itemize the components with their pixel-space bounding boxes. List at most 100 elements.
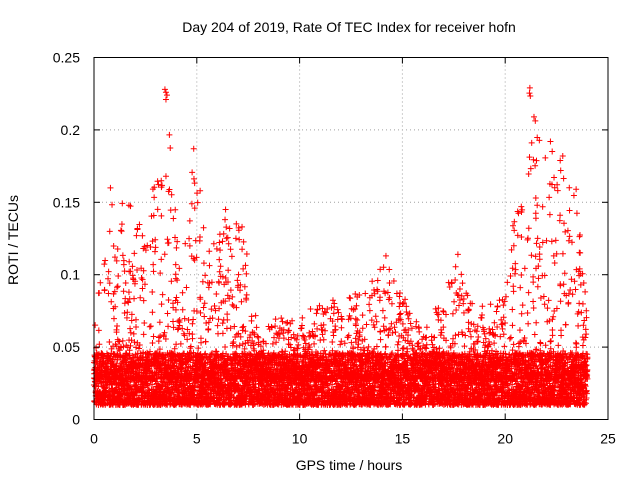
roti-point [377,336,384,343]
roti-point [147,323,154,330]
roti-point [186,235,193,242]
roti-point [352,322,359,329]
roti-point [228,253,235,260]
roti-point [158,256,165,263]
roti-point [110,315,117,322]
roti-point [105,268,112,275]
roti-point [165,296,172,303]
roti-point [137,294,144,301]
roti-point [239,327,246,334]
roti-point [191,180,198,187]
roti-point [101,261,108,268]
roti-point [311,340,318,347]
roti-point [125,289,132,296]
roti-point [92,322,99,329]
roti-point [347,295,354,302]
roti-point [211,302,218,309]
roti-point [339,316,346,323]
roti-point [144,242,151,249]
roti-point [330,310,337,317]
roti-point [172,261,179,268]
roti-point [363,321,370,328]
roti-point [353,302,360,309]
roti-point [172,206,179,213]
roti-point [224,311,231,318]
roti-point [105,290,112,297]
roti-point [216,239,223,246]
roti-point [147,244,154,251]
roti-point [146,323,153,330]
roti-point [225,267,232,274]
roti-point [149,289,156,296]
roti-point [179,306,186,313]
roti-point [243,251,250,258]
roti-point [222,344,229,351]
roti-point [226,225,233,232]
roti-point [106,228,113,235]
roti-point [366,307,373,314]
roti-point [147,348,154,355]
roti-point [222,216,229,223]
roti-point [98,375,105,382]
roti-point [190,175,197,182]
roti-point [216,268,223,275]
roti-point [119,200,126,207]
roti-point [223,224,230,231]
roti-point [213,291,220,298]
roti-point [236,342,243,349]
roti-point [161,251,168,258]
roti-point [313,310,320,317]
roti-point [113,326,120,333]
roti-point [201,300,208,307]
roti-point [168,278,175,285]
roti-point [190,316,197,323]
roti-point [235,271,242,278]
roti-point [114,283,121,290]
roti-point [166,131,173,138]
roti-point [370,287,377,294]
roti-point [189,320,196,327]
roti-point [124,309,131,316]
roti-point [366,301,373,308]
roti-point [127,203,134,210]
roti-point [299,314,306,321]
roti-point [335,309,342,316]
roti-point [199,278,206,285]
roti-point [114,322,121,329]
roti-point [150,333,157,340]
roti-point [220,230,227,237]
roti-point [205,326,212,333]
roti-point [150,212,157,219]
roti-point [196,234,203,241]
roti-point [320,336,327,343]
roti-point [253,324,260,331]
roti-point [329,338,336,345]
roti-point [176,265,183,272]
roti-point [126,258,133,265]
roti-point [151,248,158,255]
roti-point [173,244,180,251]
roti-point [189,169,196,176]
roti-point [139,385,146,392]
roti-point [338,324,345,331]
roti-point [140,267,147,274]
roti-point [186,217,193,224]
roti-point [201,313,208,320]
roti-point [141,281,148,288]
roti-point [159,291,166,298]
roti-point [224,292,231,299]
roti-point [324,305,331,312]
roti-point [149,339,156,346]
roti-point [140,297,147,304]
roti-point [158,301,165,308]
roti-point [101,286,108,293]
roti-point [165,239,172,246]
roti-point [202,272,209,279]
roti-point [141,319,148,326]
roti-point [134,225,141,232]
roti-point [243,270,250,277]
roti-point [106,338,113,345]
roti-point [140,331,147,338]
roti-point [139,285,146,292]
roti-point [142,247,149,254]
